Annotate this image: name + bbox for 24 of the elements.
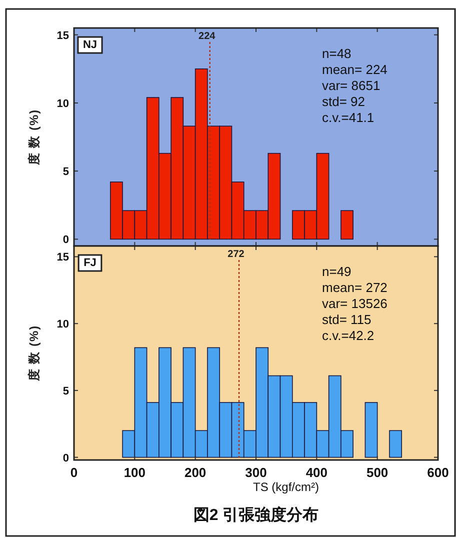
y-tick-label: 5 <box>62 385 69 398</box>
x-tick-label: 200 <box>184 465 206 480</box>
text: NJ <box>82 39 98 51</box>
y-axis-title: 度 数 (%) <box>27 108 41 166</box>
x-axis-title: TS (kgf/cm²) <box>253 480 319 494</box>
y-tick-label: 15 <box>56 30 69 42</box>
x-tick-label: 300 <box>245 465 267 480</box>
ref-line-label: 224 <box>198 31 216 42</box>
y-tick-label: 10 <box>56 318 69 331</box>
y-tick-label: 15 <box>56 252 69 264</box>
x-tick-label: 600 <box>427 465 449 480</box>
x-tick-label: 500 <box>366 465 388 480</box>
y-tick-label: 5 <box>62 166 69 178</box>
ref-line-label: 272 <box>228 249 245 260</box>
x-tick-label: 400 <box>306 465 328 480</box>
y-tick-label: 10 <box>56 98 69 110</box>
x-tick-label: 100 <box>124 465 146 480</box>
caption: 図2 引張強度分布 <box>193 505 319 524</box>
y-axis-title: 度 数 (%) <box>27 324 41 382</box>
y-tick-label: 0 <box>62 452 69 464</box>
y-tick-label: 0 <box>62 234 69 246</box>
text: FJ <box>84 257 96 269</box>
annotation: n=49 mean= 272 var= 13526 std= 115 c.v.=42.2 <box>322 264 388 343</box>
annotation: n=48 mean= 224 var= 8651 std= 92 c.v.=41.1 <box>322 46 388 125</box>
